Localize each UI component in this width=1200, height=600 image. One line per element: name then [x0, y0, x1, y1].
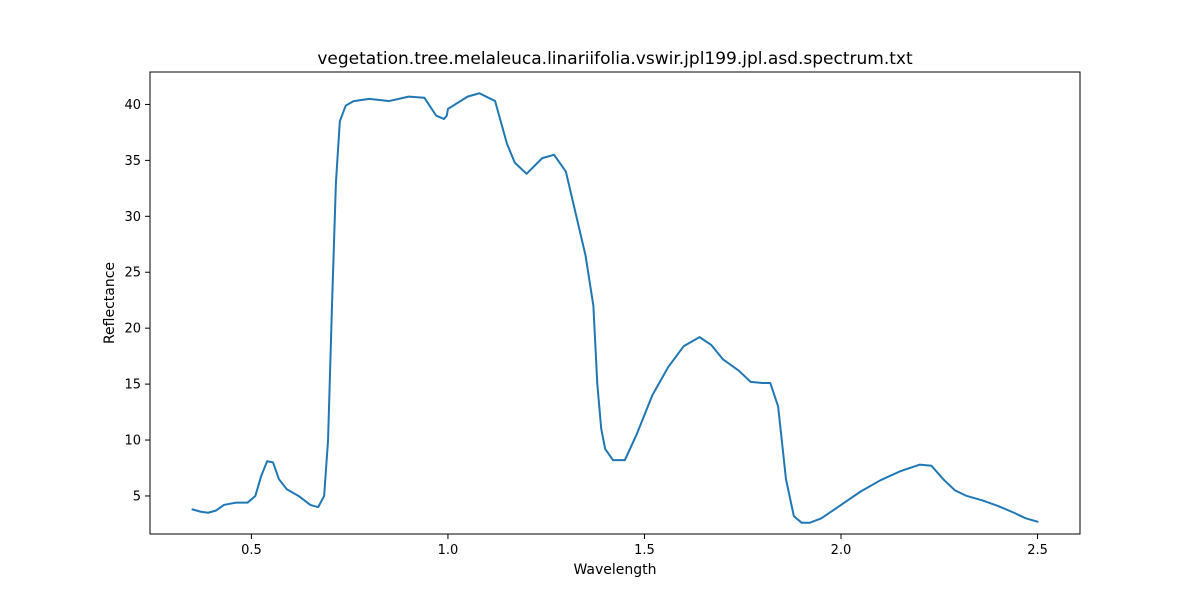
series-layer	[191, 92, 1039, 524]
x-tick-label: 1.0	[438, 543, 459, 558]
x-axis-ticks: 0.5 1.0 1.5 2.0 2.5	[241, 534, 1048, 558]
y-axis-ticks: 5 10 15 20 25 30 35 40	[124, 98, 150, 504]
y-tick-label: 40	[124, 98, 141, 113]
y-tick-label: 25	[124, 266, 141, 281]
x-tick-label: 1.5	[634, 543, 655, 558]
spectrum-line	[191, 92, 1039, 524]
y-tick-label: 5	[133, 489, 141, 504]
y-axis-label: Reflectance	[102, 262, 118, 344]
x-tick-label: 2.0	[831, 543, 852, 558]
plot-area-frame	[149, 71, 1081, 535]
y-tick-label: 10	[124, 434, 141, 449]
chart-title: vegetation.tree.melaleuca.linariifolia.v…	[317, 49, 913, 69]
y-tick-label: 35	[124, 154, 141, 169]
x-tick-label: 0.5	[241, 543, 262, 558]
x-axis-label: Wavelength	[573, 562, 656, 578]
y-tick-label: 20	[124, 322, 141, 337]
y-tick-label: 30	[124, 210, 141, 225]
x-tick-label: 2.5	[1027, 543, 1048, 558]
y-tick-label: 15	[124, 378, 141, 393]
